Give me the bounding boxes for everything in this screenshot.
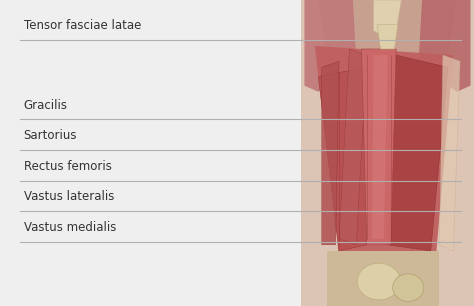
Text: Gracilis: Gracilis	[24, 99, 68, 112]
Polygon shape	[374, 0, 401, 37]
Ellipse shape	[392, 274, 424, 301]
Bar	[0, 0, 301, 306]
Text: Vastus medialis: Vastus medialis	[24, 221, 116, 234]
Polygon shape	[419, 0, 471, 92]
Ellipse shape	[357, 263, 401, 300]
Text: Sartorius: Sartorius	[24, 129, 77, 142]
Bar	[327, 251, 439, 306]
Bar	[301, 0, 474, 306]
Text: Tensor fasciae latae: Tensor fasciae latae	[24, 19, 141, 32]
Polygon shape	[387, 55, 448, 251]
Polygon shape	[319, 67, 367, 251]
Polygon shape	[339, 49, 367, 245]
Polygon shape	[319, 0, 456, 67]
Polygon shape	[362, 49, 396, 245]
Text: Vastus lateralis: Vastus lateralis	[24, 191, 114, 203]
Polygon shape	[304, 0, 356, 92]
Text: Rectus femoris: Rectus femoris	[24, 160, 111, 173]
Polygon shape	[315, 46, 453, 257]
Bar	[301, 0, 474, 306]
Polygon shape	[377, 24, 398, 49]
Polygon shape	[372, 55, 387, 239]
Polygon shape	[439, 55, 460, 251]
Polygon shape	[322, 61, 339, 245]
